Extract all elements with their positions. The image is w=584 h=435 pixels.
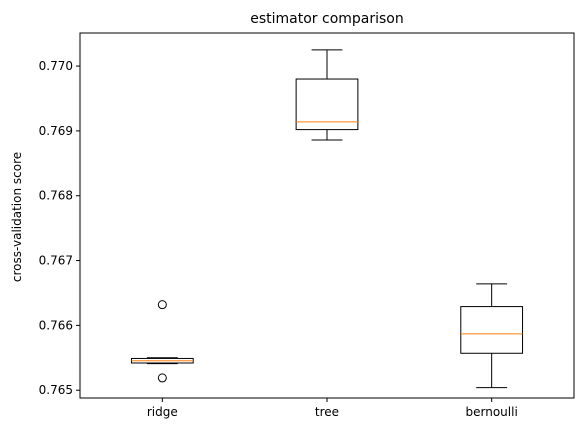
box-tree: [295, 78, 359, 131]
outlier-point: [157, 373, 167, 383]
y-tick-label: 0.768: [39, 189, 73, 203]
y-tick-label: 0.765: [39, 383, 73, 397]
axes-frame: [79, 32, 575, 399]
box-bernoulli: [460, 306, 524, 354]
y-tick-label: 0.769: [39, 124, 73, 138]
y-tick-label: 0.767: [39, 254, 73, 268]
y-axis-label: cross-validation score: [10, 152, 24, 282]
y-tick-label: 0.766: [39, 318, 73, 332]
outlier-point: [157, 300, 167, 310]
y-tick-label: 0.770: [39, 59, 73, 73]
plot-area: 0.765 0.766 0.767 0.768 0.769 0.770 ridge tree b…: [39, 49, 524, 419]
x-tick-label: bernoulli: [466, 405, 518, 419]
x-tick-label: ridge: [147, 405, 178, 419]
x-tick-label: tree: [315, 405, 339, 419]
chart-title: estimator comparison: [250, 11, 404, 27]
